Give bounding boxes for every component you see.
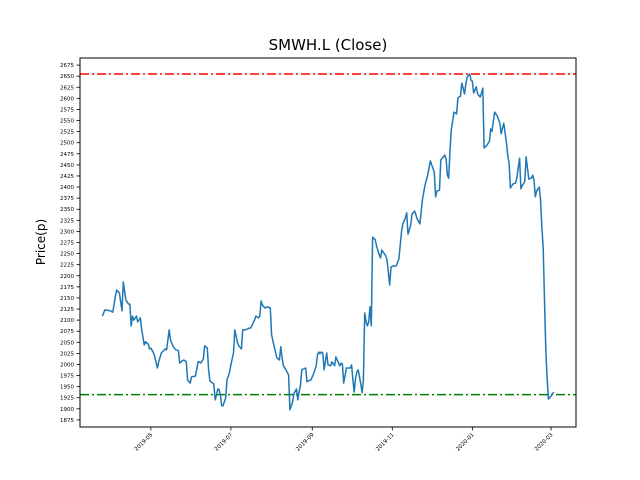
y-tick-label: 2100 <box>60 318 74 324</box>
y-tick-label: 2675 <box>60 63 74 69</box>
y-tick-label: 2000 <box>60 362 74 368</box>
y-tick-label: 2400 <box>60 185 74 191</box>
y-tick-label: 2475 <box>60 152 74 158</box>
y-tick-label: 2625 <box>60 85 74 91</box>
y-tick-label: 2350 <box>60 207 74 213</box>
y-tick-label: 2500 <box>60 141 74 147</box>
y-tick-label: 2425 <box>60 174 74 180</box>
y-tick-label: 2525 <box>60 130 74 136</box>
y-tick-label: 1925 <box>60 396 74 402</box>
y-tick-label: 2025 <box>60 351 74 357</box>
y-tick-label: 2050 <box>60 340 74 346</box>
y-tick-label: 2325 <box>60 218 74 224</box>
y-tick-label: 2300 <box>60 229 74 235</box>
y-tick-label: 2200 <box>60 274 74 280</box>
y-tick-label: 2125 <box>60 307 74 313</box>
reference-lines <box>80 73 576 396</box>
y-tick-label: 1900 <box>60 407 74 413</box>
y-tick-label: 2375 <box>60 196 74 202</box>
y-tick-label: 2175 <box>60 285 74 291</box>
chart-title: SMWH.L (Close) <box>269 36 388 54</box>
y-tick-label: 2225 <box>60 263 74 269</box>
y-tick-label: 1875 <box>60 418 74 424</box>
y-tick-label: 1950 <box>60 385 74 391</box>
y-tick-label: 2250 <box>60 252 74 258</box>
y-axis: 1875 1900 1925 1950 1975 2000 2025 2050 2075 2100… <box>60 63 80 424</box>
y-tick-label: 2600 <box>60 96 74 102</box>
y-tick-label: 1975 <box>60 374 74 380</box>
series-line-close <box>101 73 555 411</box>
series-group <box>101 73 555 411</box>
y-tick-label: 2275 <box>60 241 74 247</box>
y-tick-label: 2075 <box>60 329 74 335</box>
y-tick-label: 2575 <box>60 107 74 113</box>
y-axis-label: Price(p) <box>34 219 48 265</box>
y-tick-label: 2550 <box>60 119 74 125</box>
y-tick-label: 2450 <box>60 163 74 169</box>
y-tick-label: 2150 <box>60 296 74 302</box>
y-tick-label: 2650 <box>60 74 74 80</box>
